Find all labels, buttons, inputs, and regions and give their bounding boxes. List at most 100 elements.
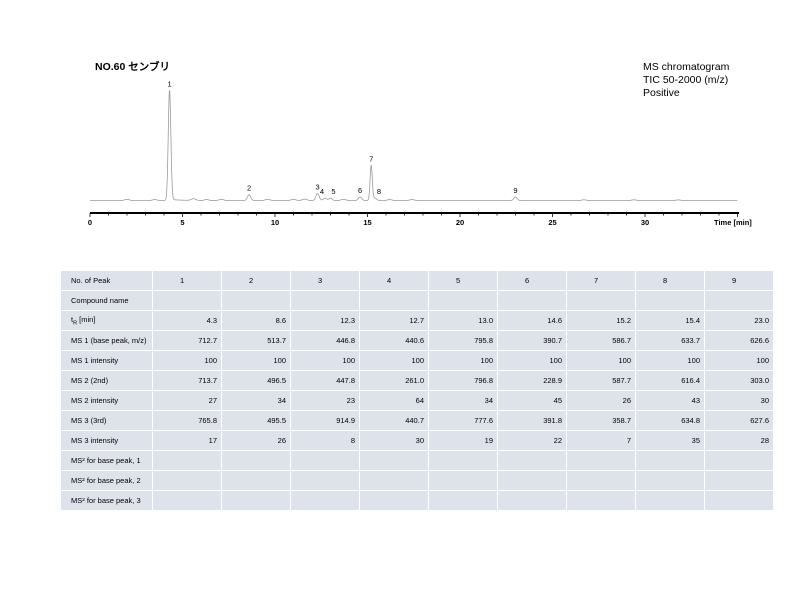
table-row: MS² for base peak, 1 (60, 450, 774, 471)
value-cell (359, 490, 429, 511)
value-cell: 634.8 (635, 410, 705, 431)
info-line-mode: MS chromatogram (643, 61, 730, 73)
value-cell: 17 (152, 430, 222, 451)
value-cell: 713.7 (152, 370, 222, 391)
peak-number-cell: 2 (221, 270, 291, 291)
x-tick-label: 5 (180, 218, 184, 227)
value-cell: 15.4 (635, 310, 705, 331)
value-cell (497, 290, 567, 311)
value-cell: 22 (497, 430, 567, 451)
peak-label: 9 (513, 186, 517, 195)
value-cell (152, 450, 222, 471)
row-label: MS 2 intensity (60, 390, 153, 411)
value-cell: 712.7 (152, 330, 222, 351)
x-tick-label: 30 (641, 218, 649, 227)
value-cell (428, 450, 498, 471)
value-cell: 8 (290, 430, 360, 451)
value-cell: 100 (290, 350, 360, 371)
value-cell: 35 (635, 430, 705, 451)
value-cell: 30 (704, 390, 774, 411)
value-cell: 12.7 (359, 310, 429, 331)
value-cell: 626.6 (704, 330, 774, 351)
peak-number-cell: 6 (497, 270, 567, 291)
value-cell (497, 490, 567, 511)
row-label: tR [min] (60, 310, 153, 331)
table-row: MS 2 (2nd) 713.7 496.5 447.8 261.0 796.8 228.9… (60, 370, 774, 391)
value-cell: 633.7 (635, 330, 705, 351)
table-header-label: No. of Peak (60, 270, 153, 291)
value-cell: 34 (428, 390, 498, 411)
value-cell: 795.8 (428, 330, 498, 351)
peak-number-cell: 5 (428, 270, 498, 291)
table-row: MS² for base peak, 3 (60, 490, 774, 511)
value-cell: 4.3 (152, 310, 222, 331)
value-cell: 390.7 (497, 330, 567, 351)
peak-label: 4 (320, 187, 324, 196)
value-cell: 100 (221, 350, 291, 371)
value-cell: 100 (152, 350, 222, 371)
table-header-row: No. of Peak 1 2 3 4 5 6 7 8 9 (60, 270, 774, 291)
x-tick-label: 10 (271, 218, 279, 227)
row-label: MS 3 intensity (60, 430, 153, 451)
value-cell: 796.8 (428, 370, 498, 391)
row-label: MS² for base peak, 1 (60, 450, 153, 471)
value-cell: 28 (704, 430, 774, 451)
value-cell (635, 470, 705, 491)
value-cell (152, 470, 222, 491)
value-cell: 19 (428, 430, 498, 451)
value-cell (428, 290, 498, 311)
value-cell: 777.6 (428, 410, 498, 431)
peak-label: 2 (247, 184, 251, 193)
value-cell: 23 (290, 390, 360, 411)
value-cell (152, 490, 222, 511)
value-cell: 34 (221, 390, 291, 411)
value-cell: 391.8 (497, 410, 567, 431)
value-cell: 447.8 (290, 370, 360, 391)
value-cell (704, 470, 774, 491)
value-cell: 100 (359, 350, 429, 371)
value-cell (290, 490, 360, 511)
value-cell (290, 290, 360, 311)
value-cell: 261.0 (359, 370, 429, 391)
value-cell (635, 490, 705, 511)
row-label: Compound name (60, 290, 153, 311)
row-label: MS 3 (3rd) (60, 410, 153, 431)
value-cell: 23.0 (704, 310, 774, 331)
peak-labels: 1 2 34 5 6 7 8 9 (167, 79, 517, 196)
info-line-range: TIC 50-2000 (m/z) (643, 74, 729, 86)
table-row: MS² for base peak, 2 (60, 470, 774, 491)
x-tick-label: 20 (456, 218, 464, 227)
value-cell: 26 (221, 430, 291, 451)
table-row: MS 3 intensity 17 26 8 30 19 22 7 35 28 (60, 430, 774, 451)
value-cell: 440.7 (359, 410, 429, 431)
row-label-rest: [min] (77, 314, 96, 324)
value-cell (566, 290, 636, 311)
table-row: MS 1 (base peak, m/z) 712.7 513.7 446.8 440.… (60, 330, 774, 351)
row-label: MS 1 intensity (60, 350, 153, 371)
value-cell (428, 490, 498, 511)
value-cell (428, 470, 498, 491)
value-cell (359, 450, 429, 471)
chromatogram-trace (90, 90, 738, 201)
value-cell (566, 450, 636, 471)
value-cell: 100 (497, 350, 567, 371)
x-tick-label: 25 (548, 218, 556, 227)
x-axis-ticks: 0 5 10 15 20 25 30 (88, 213, 738, 227)
value-cell: 586.7 (566, 330, 636, 351)
row-label-subscript: R (73, 320, 78, 327)
value-cell: 100 (428, 350, 498, 371)
peak-number-cell: 9 (704, 270, 774, 291)
row-label: MS 2 (2nd) (60, 370, 153, 391)
value-cell: 303.0 (704, 370, 774, 391)
value-cell: 8.6 (221, 310, 291, 331)
value-cell: 100 (704, 350, 774, 371)
ms-chromatogram: 12 34 5 678 9 0 5 10 15 20 25 30 Time [min] (88, 79, 752, 227)
value-cell (290, 470, 360, 491)
value-cell: 30 (359, 430, 429, 451)
table-row: MS 2 intensity 27 34 23 64 34 45 26 43 30 (60, 390, 774, 411)
page-title: NO.60 センブリ (95, 61, 170, 73)
value-cell: 587.7 (566, 370, 636, 391)
value-cell: 513.7 (221, 330, 291, 351)
value-cell: 440.6 (359, 330, 429, 351)
peak-label: 3 (315, 183, 319, 192)
